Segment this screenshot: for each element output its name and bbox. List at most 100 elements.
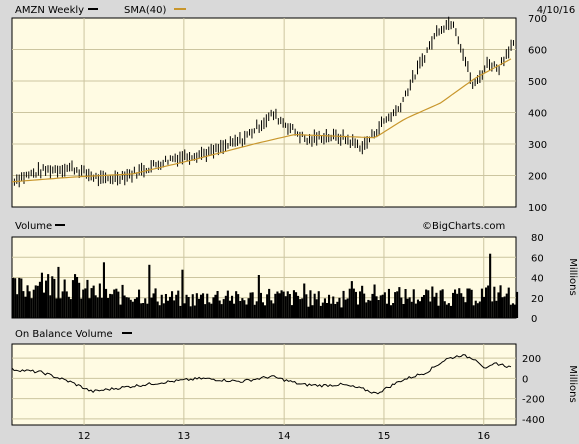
volume-bar <box>507 287 510 318</box>
volume-bar <box>146 303 149 318</box>
price-y-tick: 200 <box>528 172 547 183</box>
volume-bar <box>338 297 341 318</box>
volume-bar <box>156 301 159 318</box>
volume-bar <box>175 294 178 318</box>
obv-line <box>11 354 512 395</box>
volume-bar <box>177 290 180 318</box>
sma-legend-label: SMA(40) <box>124 5 166 16</box>
volume-bar <box>14 278 17 318</box>
volume-bar <box>82 289 85 318</box>
volume-bar <box>200 294 203 318</box>
volume-y-tick: 80 <box>531 233 544 244</box>
volume-bar <box>76 277 79 318</box>
volume-bar <box>208 302 211 318</box>
volume-bar <box>65 291 68 318</box>
price-y-tick: 100 <box>528 203 547 214</box>
obv-panel <box>11 343 517 426</box>
volume-bar <box>255 301 258 318</box>
volume-bar <box>119 304 122 318</box>
volume-bar <box>297 295 300 318</box>
volume-bar <box>470 289 473 318</box>
volume-bar <box>456 293 459 318</box>
volume-bar <box>80 298 83 318</box>
volume-bar <box>71 280 74 318</box>
volume-bar <box>421 296 424 318</box>
volume-bar <box>183 303 186 318</box>
volume-bar <box>268 288 271 318</box>
volume-bar <box>431 286 434 318</box>
volume-bar <box>96 297 99 318</box>
volume-bar <box>371 293 374 318</box>
volume-bar <box>334 304 337 318</box>
price-y-tick: 300 <box>528 140 547 151</box>
volume-bar <box>107 298 110 318</box>
volume-bar <box>377 300 380 318</box>
volume-bar <box>18 277 21 318</box>
volume-bar <box>197 298 200 318</box>
volume-bar <box>222 299 225 318</box>
axis-ticks: 100 200 300 400 500 600 700 0 20 40 60 80 200 0 -200 -4… <box>78 14 547 442</box>
volume-bar <box>40 272 43 318</box>
volume-bar <box>295 292 298 318</box>
volume-bar <box>74 274 77 318</box>
volume-bar <box>239 301 242 318</box>
volume-bar <box>245 304 248 318</box>
volume-bar <box>212 297 215 318</box>
volume-bar <box>408 297 411 318</box>
volume-bar <box>303 283 306 318</box>
volume-bar <box>102 262 105 318</box>
volume-bar <box>30 298 33 318</box>
volume-bar <box>125 297 128 318</box>
volume-bar <box>348 288 351 318</box>
volume-bar <box>24 296 27 318</box>
x-tick: 12 <box>78 431 91 442</box>
volume-bar <box>400 297 403 318</box>
volume-bar <box>121 284 124 318</box>
volume-bar <box>354 291 357 318</box>
volume-bar <box>491 301 494 318</box>
volume-bar <box>311 305 314 318</box>
volume-bar <box>53 278 56 318</box>
volume-bar <box>385 303 388 318</box>
volume-bar <box>361 285 364 318</box>
volume-bar <box>396 291 399 318</box>
price-title: AMZN Weekly <box>15 5 84 16</box>
volume-bar <box>193 305 196 318</box>
volume-bar <box>226 290 229 318</box>
volume-bar <box>516 291 519 318</box>
volume-bar <box>88 298 91 318</box>
volume-bar <box>47 274 50 318</box>
volume-bar <box>251 292 254 318</box>
volume-bar <box>365 302 368 318</box>
volume-y-tick: 40 <box>531 274 544 285</box>
obv-y-tick: 200 <box>522 354 541 365</box>
price-y-tick: 600 <box>528 46 547 57</box>
volume-bar <box>437 305 440 318</box>
volume-bar <box>379 295 382 318</box>
volume-bar <box>416 299 419 318</box>
volume-bar <box>100 297 103 318</box>
volume-bar <box>278 293 281 318</box>
volume-bar <box>301 298 304 318</box>
volume-bar <box>241 298 244 318</box>
volume-bar <box>418 301 421 318</box>
volume-bar <box>433 296 436 318</box>
volume-bar <box>441 289 444 318</box>
volume-bar <box>94 295 97 318</box>
volume-bar <box>404 289 407 318</box>
volume-bar <box>367 299 370 318</box>
volume-bar <box>340 307 343 318</box>
volume-bar <box>117 291 120 318</box>
volume-bar <box>402 304 405 318</box>
volume-bar <box>59 298 62 318</box>
volume-bar <box>160 294 163 318</box>
x-tick: 16 <box>477 431 490 442</box>
volume-bar <box>233 303 236 318</box>
volume-bar <box>169 296 172 318</box>
volume-bar <box>387 288 390 318</box>
volume-bar <box>78 282 81 318</box>
volume-bar <box>154 288 157 318</box>
volume-bar <box>480 288 483 318</box>
volume-bar <box>111 294 114 318</box>
volume-bar <box>49 295 52 318</box>
